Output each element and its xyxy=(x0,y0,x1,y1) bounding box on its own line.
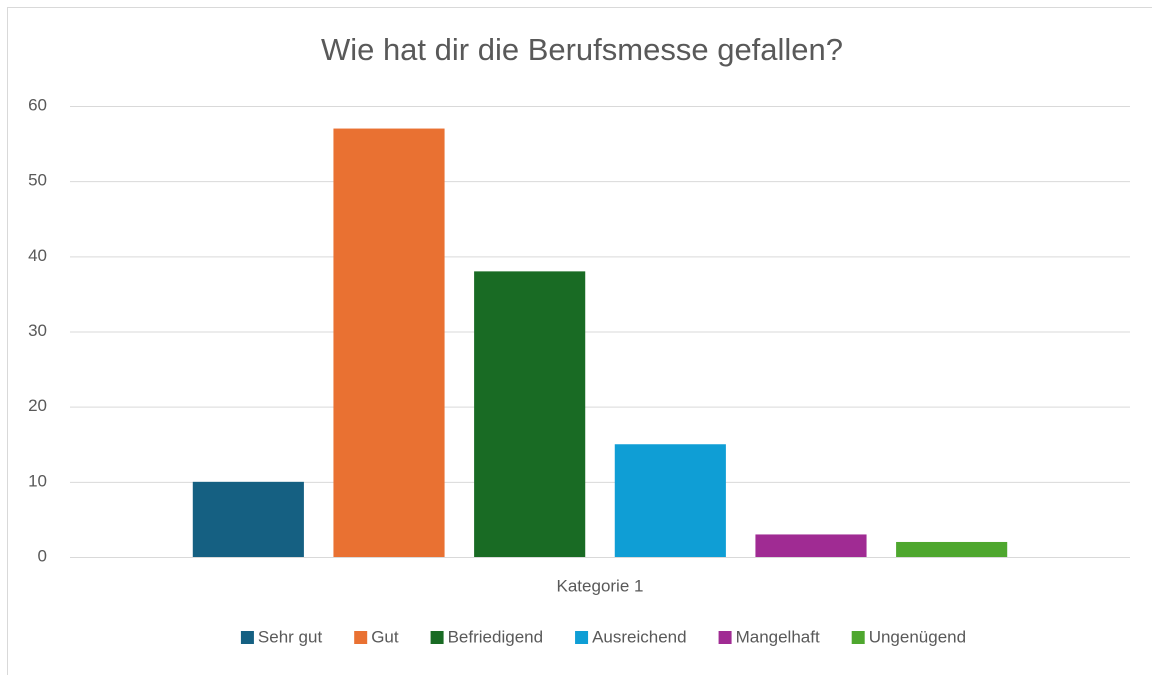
bar xyxy=(333,128,445,558)
y-tick-label: 50 xyxy=(28,171,47,190)
y-tick-label: 0 xyxy=(38,546,47,565)
bar xyxy=(896,541,1008,557)
legend-label: Ausreichend xyxy=(592,627,687,646)
y-tick-label: 30 xyxy=(28,321,47,340)
legend-swatch xyxy=(430,631,444,644)
y-tick-label: 10 xyxy=(28,471,47,490)
y-tick-label: 40 xyxy=(28,246,47,265)
legend-swatch xyxy=(851,631,865,644)
y-tick-label: 20 xyxy=(28,396,47,415)
chart-title: Wie hat dir die Berufsmesse gefallen? xyxy=(321,32,843,67)
bar xyxy=(614,444,726,557)
legend-swatch xyxy=(718,631,732,644)
legend-label: Gut xyxy=(371,627,399,646)
legend-swatch xyxy=(240,631,254,644)
bar xyxy=(192,481,304,557)
legend-swatch xyxy=(354,631,368,644)
bar xyxy=(755,534,867,557)
legend-label: Mangelhaft xyxy=(736,627,820,646)
bar xyxy=(474,271,586,557)
legend-label: Befriedigend xyxy=(448,627,543,646)
legend-label: Sehr gut xyxy=(258,627,323,646)
legend-swatch xyxy=(575,631,589,644)
legend-label: Ungenügend xyxy=(869,627,966,646)
y-tick-label: 60 xyxy=(28,95,47,114)
x-tick-label: Kategorie 1 xyxy=(557,576,644,595)
